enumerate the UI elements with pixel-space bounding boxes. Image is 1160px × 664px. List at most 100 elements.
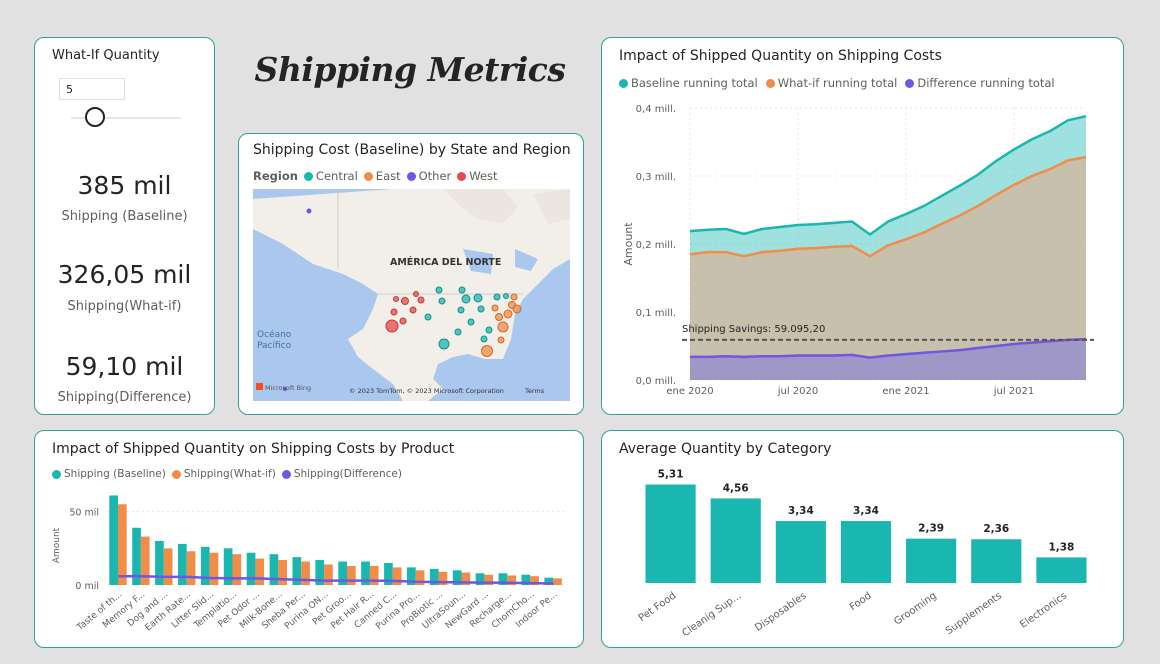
east-dot-icon	[363, 171, 373, 181]
data-label-3: 3,34	[853, 505, 879, 517]
map-label-ocean-1: Océano	[257, 329, 292, 340]
bar-baseline	[155, 540, 164, 585]
map-title: Shipping Cost (Baseline) by State and Re…	[253, 142, 571, 158]
line-chart-plot[interactable]: 0,0 mill. 0,1 mill. 0,2 mill. 0,3 mill. 0,4 …	[602, 98, 1122, 410]
page-title: Shipping Metrics	[254, 50, 566, 89]
bar-baseline	[498, 573, 508, 585]
y-tick-label-0: 0,0 mill.	[636, 376, 676, 387]
bar-whatif	[117, 504, 127, 585]
bar-baseline	[475, 573, 485, 585]
whatif-title: What-If Quantity	[52, 48, 160, 63]
line-chart-title: Impact of Shipped Quantity on Shipping C…	[619, 48, 942, 64]
map-legend-title: Region	[253, 169, 298, 183]
bar-baseline	[223, 548, 233, 585]
y-axis-label: Amount	[622, 222, 635, 266]
map-legend-east[interactable]: East	[363, 169, 401, 183]
map-bubbles[interactable]	[283, 208, 522, 392]
x-tick-label-0: ene 2020	[666, 386, 713, 397]
category-chart-title: Average Quantity by Category	[619, 441, 832, 457]
bar-whatif	[530, 576, 539, 585]
bar-whatif	[209, 552, 219, 585]
whatif-card: What-If Quantity 385 mil Shipping (Basel…	[34, 37, 215, 415]
y-tick-label-1: 0,1 mill.	[636, 308, 676, 319]
data-label-2: 3,34	[788, 505, 814, 517]
line-baseline-running-total	[689, 114, 1087, 237]
bar-baseline	[200, 546, 210, 585]
bar-category	[710, 498, 761, 583]
whatif-dot-icon	[765, 78, 775, 88]
area-difference	[690, 339, 1086, 380]
kpi-difference-value: 59,10 mil	[65, 352, 184, 381]
legend-shipping-difference[interactable]: Shipping(Difference)	[281, 468, 402, 480]
category-chart-card: Average Quantity by Category 5,31 Pet Foo…	[601, 430, 1124, 648]
bar-whatif	[163, 548, 173, 585]
legend-whatif-running-total[interactable]: What-if running total	[765, 76, 897, 90]
bar-whatif	[255, 558, 265, 585]
kpi-whatif-label: Shipping(What-if)	[67, 299, 182, 314]
map-label-continent: AMÉRICA DEL NORTE	[390, 256, 501, 268]
map-bing-label: Microsoft Bing	[265, 384, 311, 392]
map-terms-link[interactable]: Terms	[524, 387, 545, 395]
bing-logo-icon	[256, 383, 263, 390]
whatif-slider-track[interactable]	[71, 117, 181, 119]
bar-baseline	[177, 543, 187, 585]
central-dot-icon	[303, 171, 313, 181]
bar-whatif	[346, 565, 356, 585]
legend-shipping-baseline[interactable]: Shipping (Baseline)	[52, 468, 166, 480]
map-legend: Region Central East Other West	[253, 169, 498, 183]
bar-category	[840, 521, 892, 583]
line-chart-legend: Baseline running total What-if running t…	[619, 76, 1055, 90]
y-axis-label: Amount	[52, 527, 62, 563]
whatif-slider-handle[interactable]	[85, 107, 105, 127]
product-chart-card: Impact of Shipped Quantity on Shipping C…	[34, 430, 584, 648]
bar-baseline	[338, 561, 347, 585]
x-tick-label-2: Disposables	[753, 590, 808, 633]
map-legend-central[interactable]: Central	[303, 169, 358, 183]
difference-dot-icon	[281, 469, 291, 479]
bar-baseline	[429, 568, 439, 585]
product-chart-title: Impact of Shipped Quantity on Shipping C…	[52, 441, 455, 457]
kpi-baseline-label: Shipping (Baseline)	[61, 209, 188, 224]
x-tick-label-5: Supplements	[944, 590, 1004, 637]
map-legend-other[interactable]: Other	[406, 169, 451, 183]
legend-difference-running-total[interactable]: Difference running total	[905, 76, 1055, 90]
data-label-5: 2,36	[983, 523, 1009, 535]
x-tick-label-0: Pet Food	[637, 590, 678, 624]
line-shipping-difference	[118, 574, 554, 585]
map-canvas[interactable]: AMÉRICA DEL NORTE Océano Pacífico Micros…	[253, 189, 570, 401]
data-label-0: 5,31	[658, 469, 684, 481]
y-tick-label-1: 50 mil	[69, 508, 99, 519]
y-tick-label-2: 0,2 mill.	[636, 240, 676, 251]
bar-category	[971, 539, 1022, 583]
bar-baseline	[384, 562, 393, 585]
line-difference-running-total	[690, 337, 1087, 359]
bar-baseline	[292, 557, 302, 585]
bar-baseline	[361, 561, 370, 585]
bar-whatif	[232, 554, 242, 585]
bar-whatif	[186, 551, 196, 585]
bar-baseline	[246, 552, 256, 585]
bar-whatif	[553, 578, 562, 585]
bar-baseline	[406, 567, 416, 585]
bar-baseline	[521, 574, 531, 585]
product-chart-legend: Shipping (Baseline) Shipping(What-if) Sh…	[52, 468, 402, 480]
kpi-difference-label: Shipping(Difference)	[57, 390, 192, 405]
whatif-quantity-input[interactable]	[59, 78, 125, 100]
bar-baseline	[132, 527, 141, 585]
y-tick-label-0: 0 mil	[75, 581, 99, 592]
legend-baseline-running-total[interactable]: Baseline running total	[619, 76, 758, 90]
category-chart-plot[interactable]: 5,31 Pet Food 4,56 Cleanig Sup... 3,34 Dispos…	[602, 467, 1122, 647]
x-tick-label-4: Grooming	[892, 590, 939, 627]
kpi-whatif-value: 326,05 mil	[57, 260, 192, 289]
map-card: Shipping Cost (Baseline) by State and Re…	[238, 133, 584, 415]
bar-baseline	[269, 554, 279, 585]
bar-whatif	[507, 575, 516, 585]
bar-whatif	[461, 572, 471, 585]
other-dot-icon	[406, 171, 416, 181]
legend-shipping-whatif[interactable]: Shipping(What-if)	[171, 468, 276, 480]
map-legend-west[interactable]: West	[457, 169, 498, 183]
line-whatif-running-total	[689, 155, 1087, 258]
bar-baseline	[315, 560, 325, 585]
y-tick-label-4: 0,4 mill.	[636, 104, 676, 115]
